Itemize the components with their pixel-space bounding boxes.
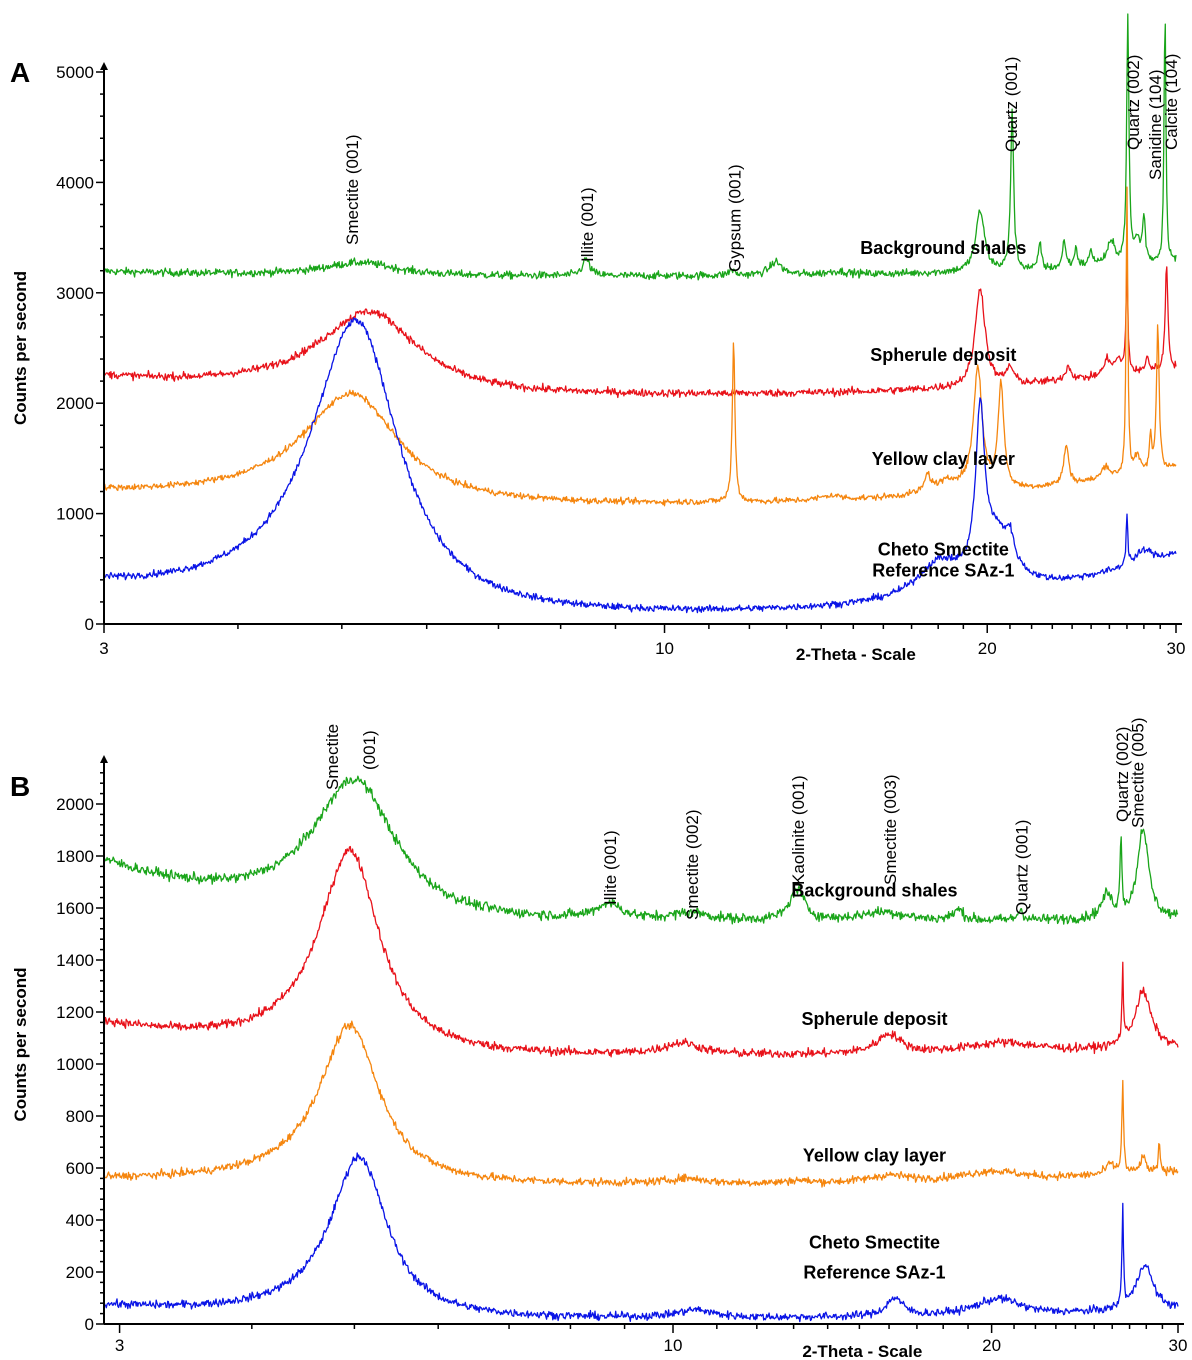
peak-annotation: Sanidine (104)	[1146, 69, 1165, 180]
y-tick-label: 5000	[56, 63, 94, 82]
peak-annotation: Quartz (001)	[1002, 57, 1021, 152]
series-line-yellow-clay-layer	[103, 1020, 1179, 1188]
y-tick-label: 600	[66, 1159, 94, 1178]
peak-annotation: Quartz (002)	[1124, 55, 1143, 150]
series-label: Reference SAz-1	[872, 561, 1014, 581]
x-tick-label: 20	[982, 1336, 1001, 1355]
x-tick-label: 3	[115, 1336, 124, 1355]
y-tick-label: 1000	[56, 1055, 94, 1074]
y-tick-label: 2000	[56, 394, 94, 413]
series-line-yellow-clay-layer	[103, 186, 1177, 507]
series-label: Reference SAz-1	[803, 1263, 945, 1283]
chart-panel-b: 0 200 400 600 800 1000 1200 1400 1600 1800 2000 3 10…	[10, 717, 1187, 1360]
y-tick-label: 0	[85, 1315, 94, 1334]
y-tick-label: 2000	[56, 795, 94, 814]
y-axis-label: Counts per second	[11, 271, 30, 425]
x-tick-label: 3	[99, 639, 108, 658]
series-label: Yellow clay layer	[803, 1146, 946, 1166]
series-line-spherule-deposit	[103, 266, 1177, 399]
series-label: Spherule deposit	[870, 345, 1016, 365]
y-tick-label: 800	[66, 1107, 94, 1126]
peak-annotation: Smectite (002)	[683, 809, 702, 920]
y-tick-label: 400	[66, 1211, 94, 1230]
y-tick-label: 1600	[56, 899, 94, 918]
series-label: Background shales	[860, 238, 1026, 258]
y-tick-label: 1200	[56, 1003, 94, 1022]
peak-annotation: Gypsum (001)	[726, 164, 745, 272]
series-label: Cheto Smectite	[878, 540, 1009, 560]
y-axis-arrow	[100, 755, 108, 763]
y-axis-arrow	[100, 62, 108, 70]
peak-annotation: Illite (001)	[601, 830, 620, 905]
x-tick-label: 30	[1167, 639, 1186, 658]
series-label: Background shales	[791, 880, 957, 900]
series-label: Spherule deposit	[801, 1009, 947, 1029]
y-tick-label: 200	[66, 1263, 94, 1282]
x-axis-label: 2-Theta - Scale	[802, 1342, 922, 1360]
y-tick-label: 1800	[56, 847, 94, 866]
x-tick-label: 30	[1169, 1336, 1188, 1355]
x-tick-label: 20	[978, 639, 997, 658]
peak-annotation: Quartz (001)	[1013, 820, 1032, 915]
y-tick-label: 0	[85, 615, 94, 634]
x-axis-label: 2-Theta - Scale	[796, 645, 916, 664]
y-tick-label: 1000	[56, 505, 94, 524]
panel-label: A	[10, 57, 30, 88]
panel-label: B	[10, 771, 30, 802]
peak-annotation: Smectite (003)	[881, 774, 900, 885]
peak-annotation: Quartz (002)	[1113, 727, 1132, 822]
y-tick-label: 4000	[56, 173, 94, 192]
series-line-spherule-deposit	[103, 845, 1179, 1059]
series-label: Cheto Smectite	[809, 1233, 940, 1253]
y-axis-label: Counts per second	[11, 968, 30, 1122]
series-line-background-shales	[103, 775, 1179, 925]
peak-annotation: Kaolinite (001)	[789, 775, 808, 885]
peak-annotation: (001)	[360, 730, 379, 770]
peak-annotation: Calcite (104)	[1162, 54, 1181, 150]
y-tick-label: 1400	[56, 951, 94, 970]
peak-annotation: Smectite (001)	[343, 134, 362, 245]
series-line-background-shales	[103, 13, 1177, 281]
peak-annotation: Illite (001)	[578, 187, 597, 262]
series-line-cheto-smectite-reference-saz-1	[103, 317, 1177, 614]
chart-panel-a: 0 1000 2000 3000 4000 5000 3 10 20 30 2-Theta - Sc…	[10, 13, 1186, 664]
series-label: Yellow clay layer	[872, 449, 1015, 469]
x-tick-label: 10	[664, 1336, 683, 1355]
series-line-cheto-smectite-reference-saz-1	[103, 1152, 1179, 1323]
y-tick-label: 3000	[56, 284, 94, 303]
peak-annotation: Smectite	[323, 724, 342, 790]
x-tick-label: 10	[655, 639, 674, 658]
peak-annotation: Smectite (005)	[1128, 717, 1147, 828]
